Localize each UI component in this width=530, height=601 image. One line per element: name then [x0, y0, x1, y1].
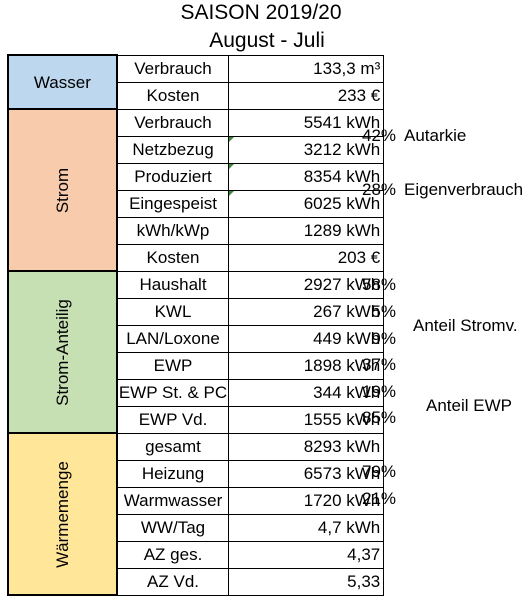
row-value: 267 kWh: [228, 297, 385, 326]
row-value: 344 kWh: [228, 378, 385, 407]
table-row: WW/Tag 4,7 kWh: [8, 513, 385, 542]
row-label: gesamt: [116, 432, 230, 461]
table-row: EWP 1898 kWh: [8, 351, 385, 380]
row-value: 8293 kWh: [228, 432, 385, 461]
ewp-vd-percent: 85%: [362, 408, 397, 427]
row-label: Haushalt: [116, 270, 230, 299]
heizung-percent: 79%: [362, 462, 397, 481]
value-text: 6025 kWh: [303, 194, 381, 213]
table-row: EWP Vd. 1555 kWh: [8, 405, 385, 434]
row-label: Produziert: [116, 162, 230, 191]
group-waermemenge: Wärmemenge: [7, 432, 118, 596]
table-row: Warmwasser 1720 kWh: [8, 486, 385, 515]
table-row: Heizung 6573 kWh: [8, 459, 385, 488]
row-value: 5541 kWh: [228, 108, 385, 137]
comment-indicator: [229, 191, 235, 196]
table-row: Eingespeist 6025 kWh: [8, 189, 385, 218]
row-value: 1898 kWh: [228, 351, 385, 380]
comment-indicator: [229, 164, 235, 169]
row-label: AZ ges.: [116, 540, 230, 569]
row-value: 233 €: [228, 81, 385, 110]
table-row: Wasser Verbrauch 133,3 m³: [7, 54, 385, 110]
row-value: 2927 kWh: [228, 270, 385, 299]
row-label: Heizung: [116, 459, 230, 488]
table-row: AZ ges. 4,37: [8, 540, 385, 569]
autarkie-percent: 42%: [362, 126, 397, 145]
autarkie-label: Autarkie: [404, 126, 467, 145]
ewp-st-percent: 19%: [362, 382, 397, 401]
table-row: Strom-Anteilig Haushalt 2927 kWh: [7, 270, 385, 434]
page-title: SAISON 2019/20: [180, 1, 342, 24]
row-label: Eingespeist: [116, 189, 230, 218]
table-row: Produziert 8354 kWh: [8, 162, 385, 191]
table-row: kWh/kWp 1289 kWh: [8, 216, 385, 245]
row-label: kWh/kWp: [116, 216, 230, 245]
eigenverbrauch-percent: 28%: [362, 180, 397, 199]
anteil-stromv-label: Anteil Stromv.: [413, 316, 518, 335]
row-value: 4,37: [228, 540, 385, 569]
group-label: Wärmemenge: [52, 460, 72, 568]
kwl-percent: 5%: [371, 302, 396, 321]
value-text: 3212 kWh: [303, 140, 381, 159]
table-row: Wärmemenge gesamt 8293 kWh: [7, 432, 385, 596]
row-label: Verbrauch: [116, 54, 230, 83]
lan-percent: 9%: [371, 329, 396, 348]
row-value: 4,7 kWh: [228, 513, 385, 542]
row-value: 449 kWh: [228, 324, 385, 353]
row-label: Warmwasser: [116, 486, 230, 515]
row-value: 1720 kWh: [228, 486, 385, 515]
row-value: 6573 kWh: [228, 459, 385, 488]
row-value: 1289 kWh: [228, 216, 385, 245]
row-label: EWP Vd.: [116, 405, 230, 434]
row-label: Netzbezug: [116, 135, 230, 164]
season-table: Wasser Verbrauch 133,3 m³ Kosten 233 € S…: [7, 54, 385, 596]
group-label: Strom: [52, 167, 72, 213]
row-label: AZ Vd.: [116, 567, 230, 596]
table-row: Kosten 233 €: [8, 81, 385, 110]
group-label: Strom-Anteilig: [52, 298, 72, 406]
table-row: Kosten 203 €: [8, 243, 385, 272]
row-value: 133,3 m³: [228, 54, 385, 83]
row-value: 203 €: [228, 243, 385, 272]
group-strom-anteilig: Strom-Anteilig: [7, 270, 118, 434]
warmwasser-percent: 21%: [362, 489, 397, 508]
haushalt-percent: 58%: [362, 275, 397, 294]
group-wasser: Wasser: [7, 54, 118, 110]
comment-indicator: [229, 137, 235, 142]
row-label: Verbrauch: [116, 108, 230, 137]
row-label: WW/Tag: [116, 513, 230, 542]
table-row: EWP St. & PC 344 kWh: [8, 378, 385, 407]
row-label: EWP St. & PC: [116, 378, 230, 407]
row-label: EWP: [116, 351, 230, 380]
page-subtitle: August - Juli: [209, 29, 325, 52]
value-text: 8354 kWh: [303, 167, 381, 186]
row-label: Kosten: [116, 81, 230, 110]
row-value: 5,33: [228, 567, 385, 596]
row-label: Kosten: [116, 243, 230, 272]
ewp-percent: 37%: [362, 355, 397, 374]
row-label: KWL: [116, 297, 230, 326]
eigenverbrauch-label: Eigenverbrauch: [404, 180, 524, 199]
row-label: LAN/Loxone: [116, 324, 230, 353]
table-row: KWL 267 kWh: [8, 297, 385, 326]
row-value: 1555 kWh: [228, 405, 385, 434]
anteil-ewp-label: Anteil EWP: [426, 396, 512, 415]
table-row: Netzbezug 3212 kWh: [8, 135, 385, 164]
table-row: Strom Verbrauch 5541 kWh: [7, 108, 385, 272]
row-value: 8354 kWh: [228, 162, 385, 191]
group-strom: Strom: [7, 108, 118, 272]
row-value: 3212 kWh: [228, 135, 385, 164]
group-label: Wasser: [33, 72, 91, 92]
table-row: AZ Vd. 5,33: [8, 567, 385, 596]
row-value: 6025 kWh: [228, 189, 385, 218]
